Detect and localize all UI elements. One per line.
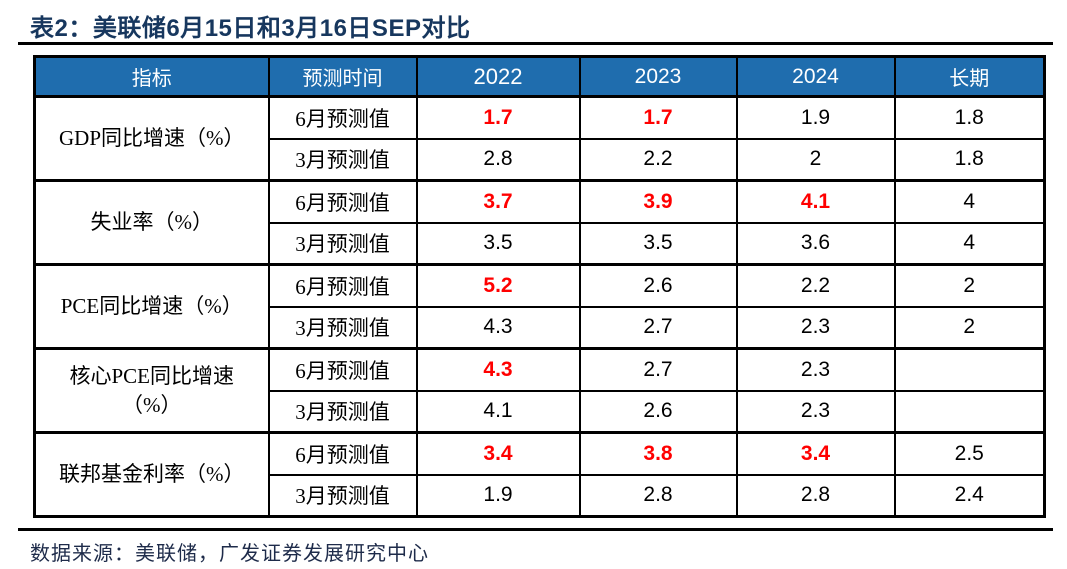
indicator-core-pce-inflation: 核心PCE同比增速 （%） (33, 347, 270, 434)
value-cell: 2.8 (578, 473, 738, 518)
col-header-forecast-time: 预测时间 (267, 55, 418, 98)
table-row: 核心PCE同比增速 （%） 6月预测值 4.3 2.7 2.3 (33, 347, 1046, 434)
value-cell: 2.7 (578, 347, 738, 392)
col-header-indicator: 指标 (33, 55, 270, 98)
value-cell: 3.6 (735, 221, 896, 266)
indicator-pce-inflation: PCE同比增速（%） (33, 263, 270, 350)
table-header: 指标 预测时间 2022 2023 2024 长期 (33, 55, 1046, 98)
value-cell: 1.7 (415, 95, 581, 140)
table-row: PCE同比增速（%） 6月预测值 5.2 2.6 2.2 2 (33, 263, 1046, 350)
value-cell: 3.7 (415, 179, 581, 224)
table-row: GDP同比增速（%） 6月预测值 1.7 1.7 1.9 1.8 (33, 95, 1046, 182)
value-cell: 2.2 (735, 263, 896, 308)
value-cell-empty (893, 347, 1046, 392)
value-cell: 2 (893, 305, 1046, 350)
value-cell: 4.3 (415, 347, 581, 392)
value-cell: 1.7 (578, 95, 738, 140)
sep-comparison-table: 指标 预测时间 2022 2023 2024 长期 GDP同比增速（%） 6月预… (33, 55, 1046, 518)
value-cell: 1.8 (893, 137, 1046, 182)
period-cell: 3月预测值 (267, 389, 418, 434)
col-header-2024: 2024 (735, 55, 896, 98)
value-cell: 3.5 (415, 221, 581, 266)
table-row: 失业率（%） 6月预测值 3.7 3.9 4.1 4 (33, 179, 1046, 266)
period-cell: 6月预测值 (267, 179, 418, 224)
indicator-gdp-growth: GDP同比增速（%） (33, 95, 270, 182)
value-cell: 2.3 (735, 389, 896, 434)
table-row: 联邦基金利率（%） 6月预测值 3.4 3.8 3.4 2.5 (33, 431, 1046, 518)
value-cell: 1.9 (735, 95, 896, 140)
value-cell: 3.4 (415, 431, 581, 476)
period-cell: 6月预测值 (267, 263, 418, 308)
footer-divider-line (18, 528, 1053, 531)
value-cell: 2 (893, 263, 1046, 308)
value-cell: 2.3 (735, 305, 896, 350)
table-row: 3月预测值 4.3 2.7 2.3 2 (35, 305, 1046, 350)
header-row: 指标 预测时间 2022 2023 2024 长期 (33, 55, 1046, 98)
value-cell: 4 (893, 179, 1046, 224)
indicator-unemployment: 失业率（%） (33, 179, 270, 266)
value-cell: 2.6 (578, 389, 738, 434)
title-divider-line (18, 42, 1053, 45)
value-cell: 3.9 (578, 179, 738, 224)
value-cell: 4.3 (415, 305, 581, 350)
period-cell: 6月预测值 (267, 95, 418, 140)
value-cell: 4 (893, 221, 1046, 266)
value-cell: 2.5 (893, 431, 1046, 476)
period-cell: 6月预测值 (267, 347, 418, 392)
value-cell: 2.7 (578, 305, 738, 350)
value-cell: 5.2 (415, 263, 581, 308)
period-cell: 3月预测值 (267, 137, 418, 182)
value-cell: 3.5 (578, 221, 738, 266)
col-header-longrun: 长期 (893, 55, 1046, 98)
value-cell-empty (893, 389, 1046, 434)
value-cell: 3.8 (578, 431, 738, 476)
value-cell: 1.9 (415, 473, 581, 518)
col-header-2023: 2023 (578, 55, 738, 98)
value-cell: 4.1 (415, 389, 581, 434)
value-cell: 2.8 (735, 473, 896, 518)
indicator-fed-funds-rate: 联邦基金利率（%） (33, 431, 270, 518)
page-title: 表2：美联储6月15日和3月16日SEP对比 (30, 15, 471, 42)
value-cell: 1.8 (893, 95, 1046, 140)
value-cell: 2.3 (735, 347, 896, 392)
value-cell: 2 (735, 137, 896, 182)
period-cell: 3月预测值 (267, 221, 418, 266)
value-cell: 2.8 (415, 137, 581, 182)
value-cell: 3.4 (735, 431, 896, 476)
value-cell: 4.1 (735, 179, 896, 224)
table-row: 3月预测值 2.8 2.2 2 1.8 (35, 137, 1046, 182)
table-row: 3月预测值 4.1 2.6 2.3 (35, 389, 1046, 434)
period-cell: 3月预测值 (267, 473, 418, 518)
col-header-2022: 2022 (415, 55, 581, 98)
period-cell: 6月预测值 (267, 431, 418, 476)
table-row: 3月预测值 3.5 3.5 3.6 4 (35, 221, 1046, 266)
value-cell: 2.4 (893, 473, 1046, 518)
value-cell: 2.2 (578, 137, 738, 182)
table-body: GDP同比增速（%） 6月预测值 1.7 1.7 1.9 1.8 3月预测值 2… (33, 95, 1046, 518)
table-row: 3月预测值 1.9 2.8 2.8 2.4 (35, 473, 1046, 518)
period-cell: 3月预测值 (267, 305, 418, 350)
value-cell: 2.6 (578, 263, 738, 308)
data-source-note: 数据来源：美联储，广发证券发展研究中心 (30, 543, 429, 565)
